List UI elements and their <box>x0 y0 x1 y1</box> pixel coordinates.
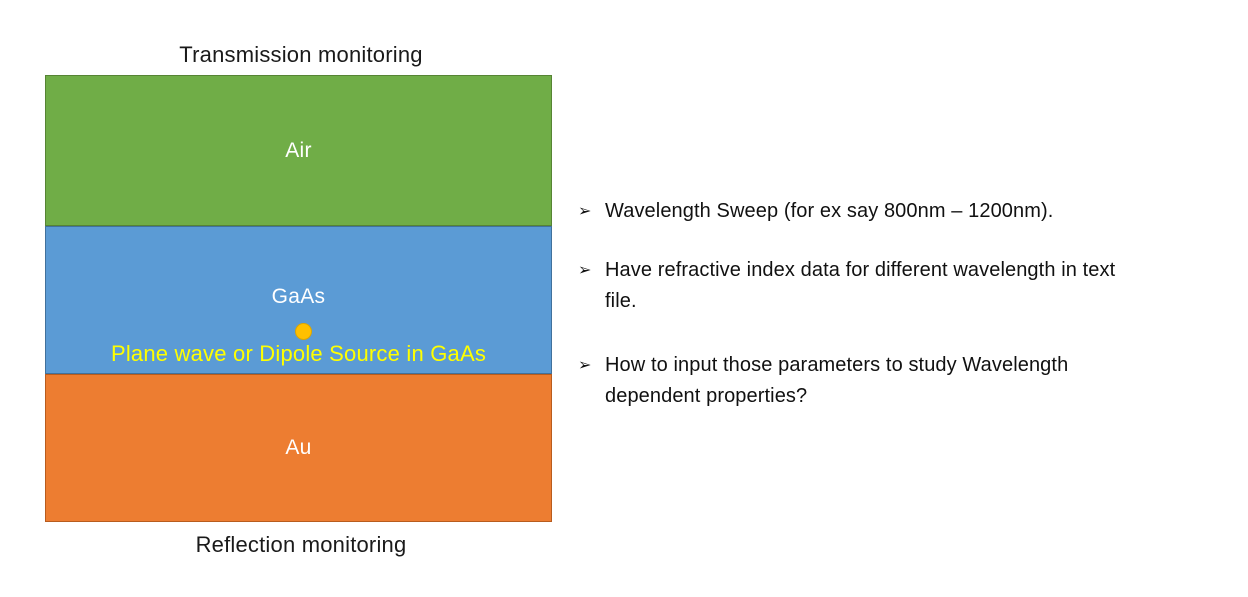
layer-au: Au <box>45 374 552 522</box>
source-dot-icon <box>294 323 312 340</box>
arrow-bullet-icon: ➢ <box>578 203 592 220</box>
bullet-text: Wavelength Sweep (for ex say 800nm – 120… <box>605 196 1053 227</box>
bullet-item-refractive-index: ➢ Have refractive index data for differe… <box>578 255 1115 317</box>
bullet-line: Wavelength Sweep (for ex say 800nm – 120… <box>605 200 1054 222</box>
layer-au-label: Au <box>285 436 312 459</box>
bullet-line: file. <box>605 290 637 312</box>
transmission-monitoring-label: Transmission monitoring <box>179 42 423 67</box>
bullet-item-input-parameters: ➢ How to input those parameters to study… <box>578 350 1068 412</box>
layer-air-label: Air <box>285 138 312 162</box>
bullet-line: Have refractive index data for different… <box>605 259 1116 281</box>
layer-stack: Air GaAs Plane wave or Dipole Source in … <box>45 75 552 522</box>
bullet-line: dependent properties? <box>605 385 808 407</box>
arrow-bullet-icon: ➢ <box>578 262 592 279</box>
layer-gaas-label: GaAs <box>271 285 326 308</box>
bullet-text: How to input those parameters to study W… <box>605 350 1068 412</box>
layer-air: Air <box>45 75 552 226</box>
bullet-line: How to input those parameters to study W… <box>605 354 1069 376</box>
arrow-bullet-icon: ➢ <box>578 357 592 374</box>
layer-gaas: GaAs Plane wave or Dipole Source in GaAs <box>45 226 552 374</box>
bullet-text: Have refractive index data for different… <box>605 255 1115 317</box>
bullet-item-wavelength-sweep: ➢ Wavelength Sweep (for ex say 800nm – 1… <box>578 196 1053 227</box>
source-label: Plane wave or Dipole Source in GaAs <box>110 341 487 366</box>
reflection-monitoring-label: Reflection monitoring <box>195 532 407 557</box>
